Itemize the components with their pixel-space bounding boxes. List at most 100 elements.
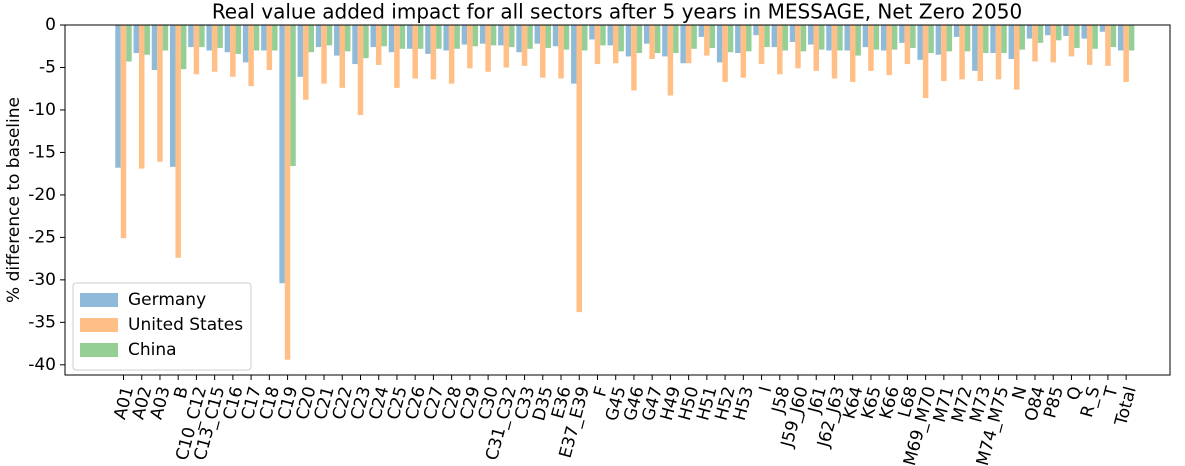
bar: [654, 25, 661, 54]
y-tick-label: -35: [28, 312, 56, 332]
bar: [886, 25, 892, 76]
bar: [636, 25, 643, 54]
bar: [964, 25, 971, 52]
bar: [388, 25, 395, 53]
bar: [953, 25, 960, 37]
x-tick-label: Q: [1063, 384, 1086, 402]
bar: [1086, 25, 1093, 65]
bar: [430, 25, 437, 80]
bar: [188, 25, 194, 48]
bar: [138, 25, 145, 169]
bar: [253, 25, 260, 51]
bar: [1068, 25, 1075, 57]
bar: [151, 25, 158, 71]
bar: [753, 25, 759, 36]
bar: [1074, 25, 1080, 48]
bar: [479, 25, 486, 44]
bar: [727, 25, 734, 53]
legend-label: China: [128, 340, 177, 360]
bar: [334, 25, 340, 56]
bar: [534, 25, 541, 44]
bar: [685, 25, 692, 64]
bar: [363, 25, 369, 59]
bar: [972, 25, 978, 71]
bar: [344, 25, 351, 52]
bar: [649, 25, 655, 59]
bar: [1123, 25, 1129, 82]
bar: [935, 25, 942, 55]
bar: [928, 25, 934, 54]
bar: [704, 25, 710, 56]
bar: [224, 25, 231, 53]
chart-title: Real value added impact for all sectors …: [212, 0, 1022, 24]
bar: [297, 25, 304, 77]
bar: [746, 25, 752, 52]
bar: [571, 25, 577, 84]
bar: [1099, 25, 1106, 32]
bar: [563, 25, 570, 50]
bar: [808, 25, 814, 45]
bar: [983, 25, 989, 54]
bar: [1055, 25, 1062, 41]
bar: [375, 25, 382, 65]
bar: [691, 25, 697, 49]
bar: [448, 25, 455, 84]
x-tick-label: B: [171, 384, 193, 400]
bar: [581, 25, 588, 51]
bar: [1032, 25, 1038, 62]
bar: [417, 25, 424, 49]
legend-label: United States: [128, 315, 243, 335]
y-tick-label: -25: [28, 227, 56, 247]
y-tick-label: -15: [28, 142, 56, 162]
bar: [899, 25, 905, 43]
y-tick-label: -10: [28, 100, 56, 120]
bar: [399, 25, 406, 49]
bar: [735, 25, 741, 54]
bar: [115, 25, 121, 168]
bar: [279, 25, 285, 284]
bar: [667, 25, 674, 96]
bar: [162, 25, 169, 51]
bar: [941, 25, 947, 82]
plot-frame: [64, 24, 1171, 376]
bar: [503, 25, 510, 68]
bar: [625, 25, 632, 57]
legend-swatch: [80, 343, 118, 357]
bar: [910, 25, 916, 48]
bar: [248, 25, 254, 87]
bar: [831, 25, 838, 79]
legend-swatch: [80, 318, 118, 332]
bar: [800, 25, 807, 52]
bar: [607, 25, 613, 46]
bar: [631, 25, 637, 91]
y-tick-label: -40: [28, 355, 56, 375]
bar: [169, 25, 176, 167]
bar: [777, 25, 783, 75]
bar: [498, 25, 504, 46]
bar: [1001, 25, 1007, 54]
bar: [643, 25, 650, 44]
bar: [461, 25, 468, 45]
bar: [394, 25, 400, 88]
bar: [352, 25, 358, 65]
bar: [308, 25, 315, 53]
bar: [795, 25, 801, 69]
bar: [880, 25, 887, 51]
bar: [406, 25, 413, 49]
bar: [454, 25, 460, 49]
bar: [673, 25, 679, 54]
bar: [855, 25, 861, 56]
y-tick-label: -5: [39, 57, 56, 77]
bar: [443, 25, 449, 51]
bar: [844, 25, 850, 51]
bar: [826, 25, 832, 51]
bar: [157, 25, 163, 162]
bar: [771, 25, 778, 48]
bar: [199, 25, 205, 48]
bar: [242, 25, 249, 63]
bar: [1105, 25, 1111, 66]
bar: [990, 25, 996, 54]
x-tick-label: I: [756, 384, 777, 394]
bar: [904, 25, 911, 65]
